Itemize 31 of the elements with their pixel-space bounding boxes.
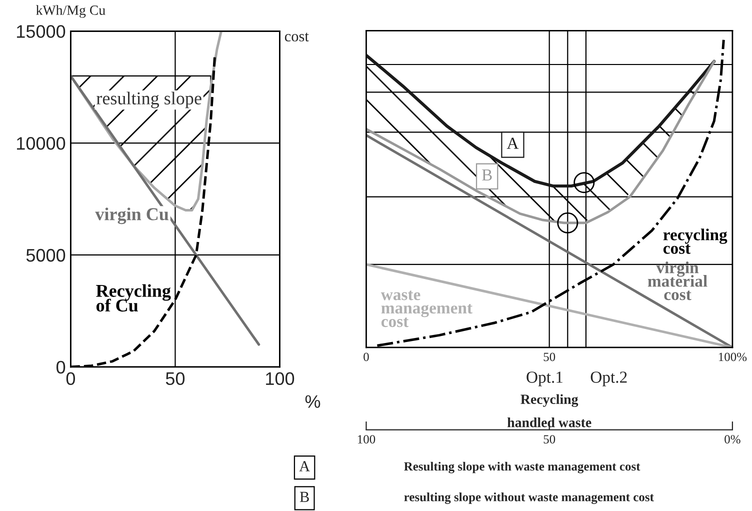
y-tick-label: 10000: [17, 137, 66, 150]
x-tick-label: 50: [544, 352, 556, 362]
x2-axis-title: handled waste: [507, 417, 592, 428]
series-label: waste management cost: [380, 290, 472, 328]
ref-line-label: Opt.1: [526, 372, 562, 386]
ref-line-label: Opt.2: [590, 372, 627, 386]
series-label: Recycling of Cu: [96, 284, 171, 312]
text: resulting slope without waste management cost: [404, 492, 654, 504]
series-label: B: [482, 169, 492, 180]
y-tick-label: 15000: [17, 25, 66, 38]
x-axis-title: Recycling: [520, 394, 578, 407]
x2-tick-label: 0%: [724, 435, 740, 444]
x-tick-label: 50: [166, 372, 185, 386]
x-tick-label: 100: [266, 372, 294, 386]
text: B: [300, 492, 309, 502]
series-label: A: [506, 138, 519, 149]
y-axis-title: cost: [284, 32, 309, 42]
y-tick-label: 5000: [26, 248, 66, 262]
x-axis-title: %: [305, 395, 320, 408]
y-axis-title: kWh/Mg Cu: [36, 5, 106, 18]
text: Resulting slope with waste management cost: [404, 462, 640, 474]
text: A: [299, 461, 310, 472]
series-label: virgin material cost: [648, 262, 708, 300]
x2-tick-label: 50: [544, 435, 556, 444]
x-tick-label: 0: [66, 372, 76, 386]
series-label: resulting slope: [96, 92, 202, 108]
x2-tick-label: 100: [358, 435, 376, 444]
series-label: recycling cost: [663, 228, 728, 254]
x-tick-label: 0: [364, 352, 369, 362]
series-label: virgin Cu: [95, 208, 168, 224]
x-tick-label: 100%: [718, 352, 747, 362]
